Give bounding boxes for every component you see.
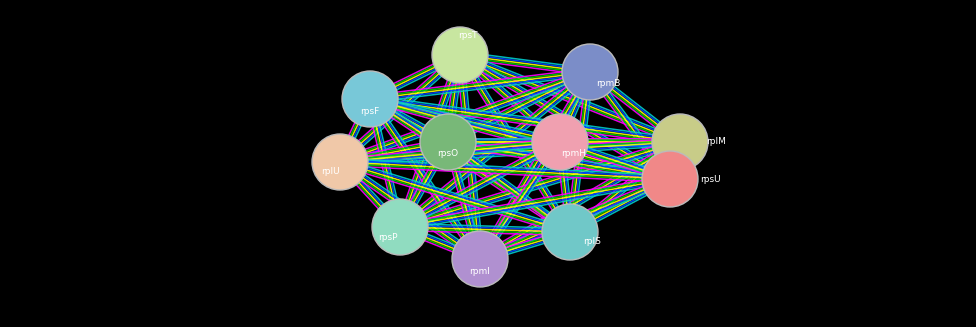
Circle shape	[542, 204, 598, 260]
Circle shape	[652, 114, 708, 170]
Text: rplS: rplS	[583, 237, 601, 247]
Text: rpsF: rpsF	[360, 107, 380, 115]
Text: rpsP: rpsP	[379, 233, 398, 243]
Text: rpmH: rpmH	[561, 149, 587, 159]
Circle shape	[562, 44, 618, 100]
Text: rplU: rplU	[321, 167, 340, 177]
Text: rplM: rplM	[706, 137, 726, 146]
Circle shape	[312, 134, 368, 190]
Text: rpsU: rpsU	[700, 175, 720, 183]
Text: rpsT: rpsT	[459, 30, 477, 40]
Circle shape	[432, 27, 488, 83]
Circle shape	[642, 151, 698, 207]
Text: rpsO: rpsO	[437, 149, 459, 159]
Text: rpmB: rpmB	[595, 78, 620, 88]
Circle shape	[532, 114, 588, 170]
Circle shape	[342, 71, 398, 127]
Circle shape	[372, 199, 428, 255]
Circle shape	[420, 114, 476, 170]
Text: rpmI: rpmI	[469, 267, 490, 277]
Circle shape	[452, 231, 508, 287]
